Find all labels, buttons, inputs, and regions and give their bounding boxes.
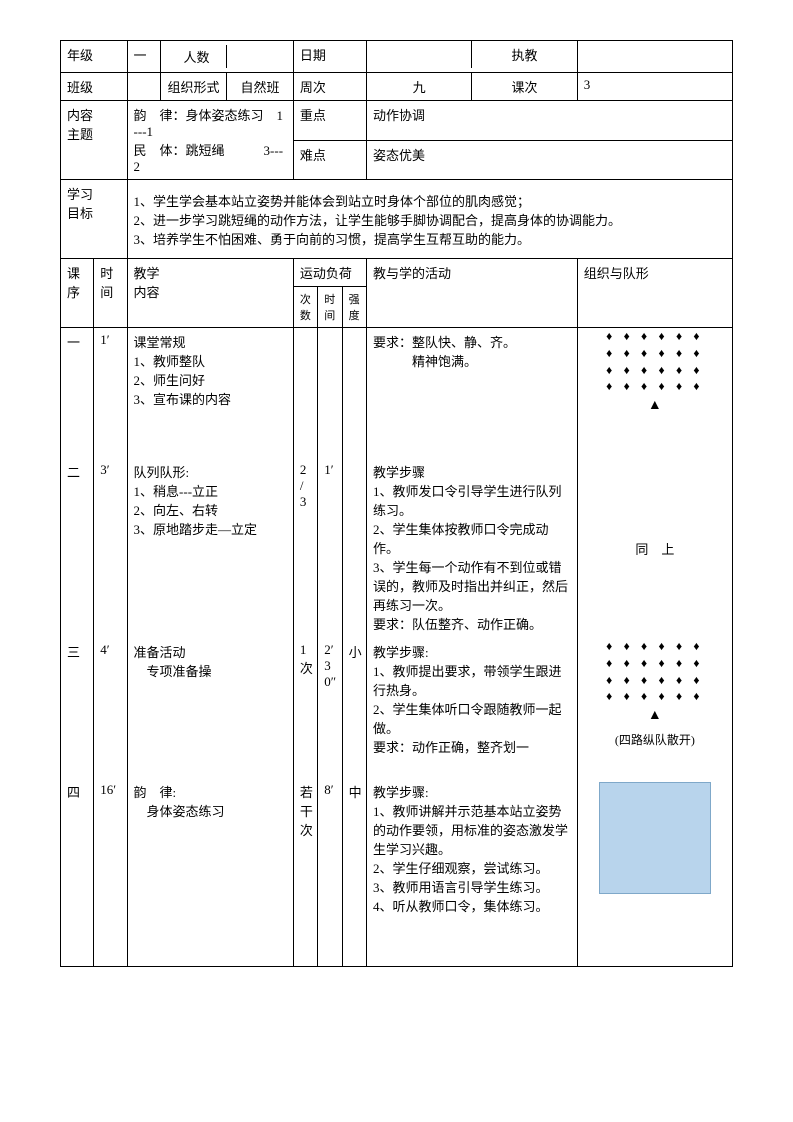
val-orgform: 自然班 — [227, 73, 293, 100]
col-load: 运动负荷 — [293, 259, 366, 287]
col-seq: 课序 — [61, 259, 94, 328]
label-class: 班级 — [61, 73, 128, 101]
label-date: 日期 — [293, 41, 366, 73]
body-ltime: 1′2′ 30″8′ — [318, 328, 342, 967]
label-grade: 年级 — [61, 41, 128, 73]
col-count: 次数 — [293, 287, 317, 328]
val-date — [367, 41, 472, 68]
goals: 1、学生学会基本站立姿势并能体会到站立时身体个部位的肌肉感觉； 2、进一步学习跳… — [127, 180, 732, 259]
lesson-plan-table: 年级 一 人数 日期 执教 班级 组织形式 自然班 周次 — [60, 40, 733, 967]
val-lesson: 3 — [577, 73, 732, 101]
col-intensity: 强度 — [342, 287, 366, 328]
label-people: 人数 — [167, 45, 227, 68]
label-orgform: 组织形式 — [161, 73, 227, 100]
label-content-theme: 内容 主题 — [61, 101, 128, 180]
body-activity: 要求：整队快、静、齐。 精神饱满。教学步骤 1、教师发口令引导学生进行队列练习。… — [367, 328, 578, 967]
body-content: 课堂常规 1、教师整队 2、师生问好 3、宣布课的内容队列队形: 1、稍息---… — [127, 328, 293, 967]
body-count: 2 / 31 次若 干 次 — [293, 328, 317, 967]
val-people — [227, 45, 287, 68]
body-seq: 一二三四 — [61, 328, 94, 967]
val-class — [127, 73, 160, 101]
label-lesson: 课次 — [472, 73, 577, 100]
col-ltime: 时间 — [318, 287, 342, 328]
body-time: 1′3′4′16′ — [94, 328, 127, 967]
col-content: 教学 内容 — [127, 259, 293, 328]
col-activity: 教与学的活动 — [367, 259, 578, 328]
label-difficulty: 难点 — [293, 140, 366, 180]
content-theme: 韵 律：身体姿态练习 1---1 民 体：跳短绳 3---2 — [127, 101, 293, 180]
col-formation: 组织与队形 — [577, 259, 732, 328]
val-week: 九 — [367, 73, 472, 100]
label-goals: 学习 目标 — [61, 180, 128, 259]
body-intensity: 小中 — [342, 328, 366, 967]
val-grade: 一 — [127, 41, 160, 73]
label-week: 周次 — [293, 73, 366, 101]
col-time: 时间 — [94, 259, 127, 328]
label-focus: 重点 — [293, 101, 366, 141]
val-focus: 动作协调 — [367, 101, 733, 141]
val-difficulty: 姿态优美 — [367, 140, 733, 180]
val-teacher — [577, 41, 732, 73]
body-formation: ♦ ♦ ♦ ♦ ♦ ♦♦ ♦ ♦ ♦ ♦ ♦♦ ♦ ♦ ♦ ♦ ♦♦ ♦ ♦ ♦… — [577, 328, 732, 967]
label-teacher: 执教 — [472, 41, 577, 68]
blue-box — [599, 782, 711, 894]
